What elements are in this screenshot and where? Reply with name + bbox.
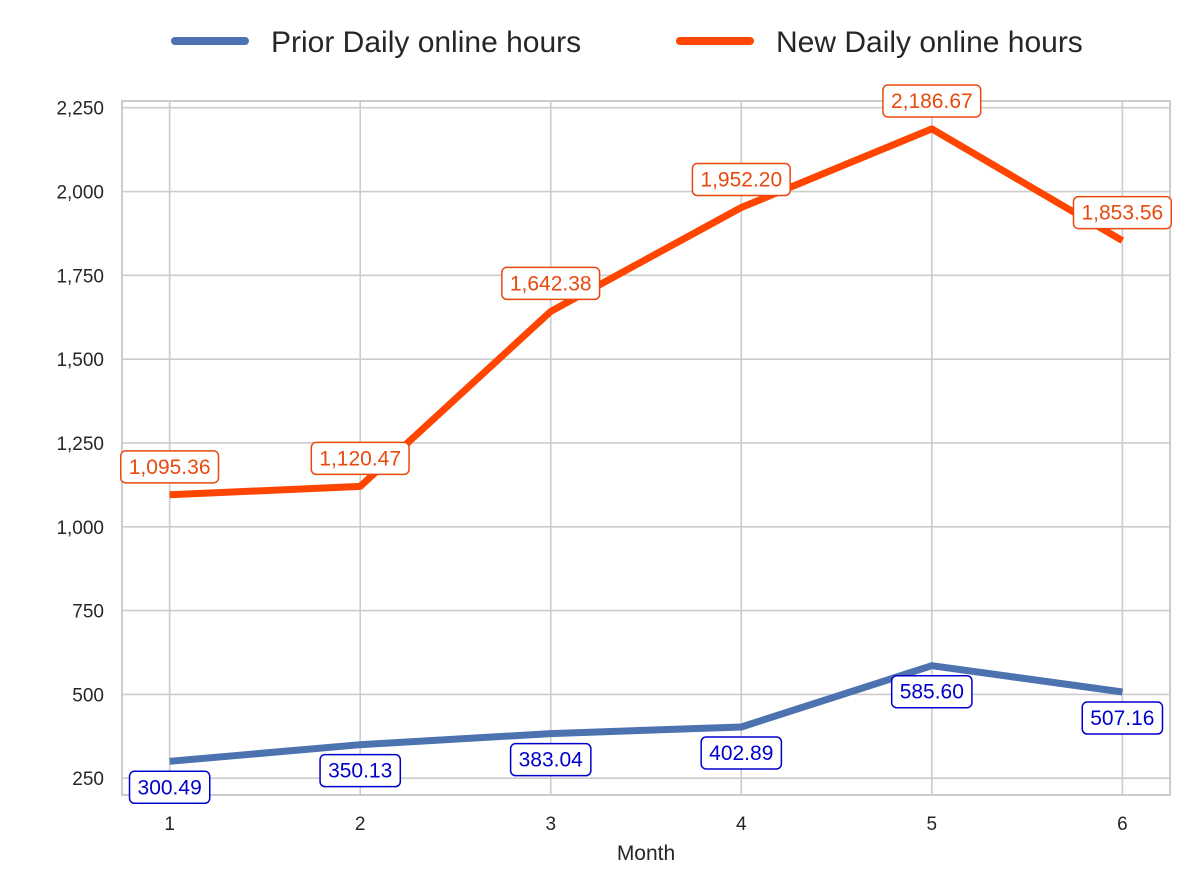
- data-label-box: [700, 736, 783, 770]
- series-line-2: [169, 125, 1125, 499]
- data-label-text: 585.60: [900, 681, 964, 704]
- y-tick-label: 1,000: [56, 518, 104, 539]
- x-tick-label: 2: [355, 814, 366, 835]
- data-label: 1,095.36: [120, 450, 220, 484]
- data-label: 2,186.67: [882, 84, 982, 118]
- x-tick-label: 5: [927, 814, 938, 835]
- y-tick-label: 250: [72, 769, 104, 790]
- data-label: 1,952.20: [691, 162, 791, 197]
- data-label: 1,853.56: [1072, 195, 1172, 230]
- legend: Prior Daily online hours New Daily online…: [171, 26, 1083, 59]
- data-label: 1,120.47: [310, 441, 410, 476]
- data-label-text: 1,642.38: [510, 272, 592, 295]
- y-tick-label: 2,250: [56, 99, 104, 120]
- x-tick-label: 4: [736, 814, 747, 835]
- data-label: 507.16: [1081, 701, 1164, 735]
- data-label-box: [128, 770, 211, 805]
- data-label-text: 1,120.47: [319, 447, 401, 470]
- data-label: 585.60: [890, 674, 973, 709]
- y-tick-label: 500: [72, 685, 104, 706]
- x-tick-label: 1: [164, 814, 175, 835]
- series-lines: [169, 125, 1125, 765]
- data-label-text: 1,095.36: [129, 456, 211, 479]
- data-label-text: 2,186.67: [891, 90, 973, 113]
- data-label-box: [691, 162, 791, 197]
- data-label-box: [890, 674, 973, 709]
- legend-label: Prior Daily online hours: [271, 26, 581, 59]
- data-label-box: [882, 84, 982, 118]
- x-tick-label: 3: [545, 814, 556, 835]
- data-label-box: [310, 441, 410, 476]
- data-label-text: 300.49: [138, 776, 202, 799]
- data-label-text: 383.04: [519, 749, 584, 772]
- data-label: 383.04: [509, 742, 592, 777]
- x-tick-label: 6: [1117, 814, 1128, 835]
- y-tick-label: 1,250: [56, 434, 104, 455]
- data-label-text: 402.89: [709, 742, 773, 765]
- data-label-box: [120, 450, 220, 484]
- data-label: 402.89: [700, 736, 783, 770]
- y-tick-label: 750: [72, 602, 104, 623]
- data-label-box: [501, 266, 601, 301]
- legend-label: New Daily online hours: [776, 26, 1083, 59]
- x-axis-tick-labels: 1 2 3 4 5 6: [164, 814, 1127, 835]
- data-label: 300.49: [128, 770, 211, 805]
- data-label-text: 1,952.20: [700, 169, 782, 192]
- data-label: 350.13: [319, 753, 402, 788]
- grid: [122, 101, 1170, 795]
- data-label-text: 350.13: [328, 760, 392, 783]
- data-label-text: 1,853.56: [1081, 202, 1163, 225]
- y-tick-label: 1,750: [56, 266, 104, 287]
- plot-area-frame: [121, 100, 1171, 796]
- data-label-box: [319, 753, 402, 788]
- data-label-box: [1072, 195, 1172, 230]
- data-labels: 300.49 350.13 383.04 402.89 585.60 507.16 1,09…: [120, 84, 1172, 805]
- y-tick-label: 1,500: [56, 350, 104, 371]
- y-axis-tick-labels: 250 500 750 1,000 1,250 1,500 1,750 2,000 2,250: [56, 99, 104, 791]
- data-label: 1,642.38: [501, 266, 601, 301]
- y-tick-label: 2,000: [56, 183, 104, 204]
- series-line-1: [169, 662, 1123, 765]
- x-axis-title: Month: [617, 842, 675, 865]
- data-label-box: [1081, 701, 1164, 735]
- data-label-text: 507.16: [1090, 707, 1154, 730]
- data-label-box: [509, 742, 592, 777]
